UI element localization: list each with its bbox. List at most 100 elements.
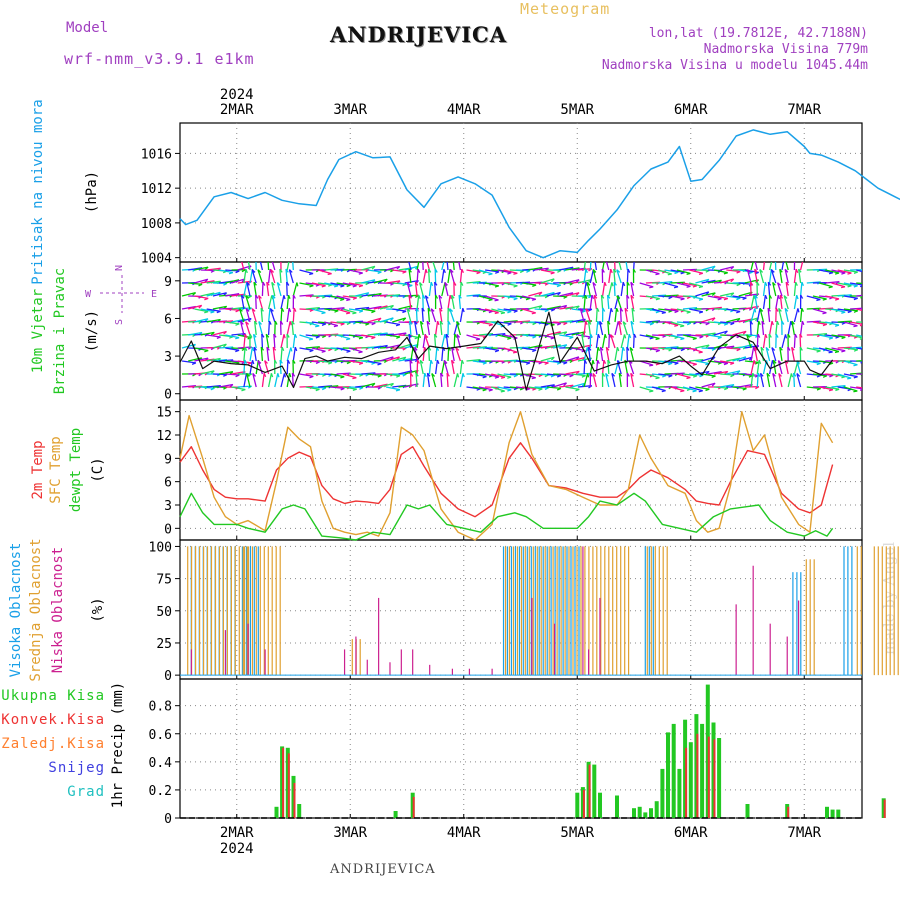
wind-arrow-head xyxy=(482,375,487,379)
cloud-ylabel-high: Visoka Oblacnost xyxy=(8,543,24,678)
wind-arrow xyxy=(279,268,282,284)
wind-arrow xyxy=(546,360,561,364)
wind-arrow-head xyxy=(334,310,339,313)
wind-arrow xyxy=(330,321,345,325)
wind-arrow-head xyxy=(655,297,660,301)
wind-arrow-head xyxy=(235,323,240,326)
wind-arrow-head xyxy=(816,298,821,302)
wind-arrow xyxy=(491,386,505,392)
wind-arrow xyxy=(565,386,580,391)
wind-arrow xyxy=(305,307,320,310)
wind-arrow xyxy=(432,262,437,271)
wind-arrow-head xyxy=(828,388,834,392)
wind-arrow xyxy=(270,269,276,284)
wind-arrow xyxy=(750,347,755,362)
wind-arrow xyxy=(497,386,512,391)
wind-arrow-head xyxy=(667,273,672,276)
wind-arrow xyxy=(355,292,369,297)
wind-arrow xyxy=(630,321,635,336)
wind-arrow xyxy=(522,373,536,379)
wind-arrow xyxy=(796,360,802,375)
wind-arrow-head xyxy=(746,269,751,273)
wind-arrow-head xyxy=(247,362,252,365)
wind-arrow-head xyxy=(767,281,772,286)
wind-arrow xyxy=(843,269,858,273)
wind-arrow-head xyxy=(455,347,460,351)
wind-arrow xyxy=(601,334,606,349)
wind-arrow xyxy=(732,386,747,390)
wind-arrow-head xyxy=(589,372,593,377)
wind-arrow-head xyxy=(674,362,679,366)
wind-arrow xyxy=(777,360,783,375)
wind-arrow-head xyxy=(867,295,870,297)
wind-arrow xyxy=(251,308,257,323)
wind-arrow xyxy=(415,372,418,388)
temperature-ytick-label: 15 xyxy=(156,406,172,421)
wind-arrow xyxy=(750,262,754,271)
wind-arrow xyxy=(843,386,858,392)
wind-arrow-head xyxy=(775,333,779,338)
wind-arrow-head xyxy=(586,373,590,378)
wind-arrow xyxy=(587,347,591,362)
wind-arrow-head xyxy=(604,334,607,339)
wind-arrow-head xyxy=(705,388,710,392)
wind-arrow xyxy=(552,304,567,310)
precip-bar xyxy=(707,736,710,818)
wind-arrow xyxy=(348,347,363,353)
wind-arrow xyxy=(559,384,574,388)
wind-arrow xyxy=(218,269,234,274)
wind-arrow-head xyxy=(249,333,253,338)
wind-arrow xyxy=(658,269,672,275)
precip-bar xyxy=(649,808,653,818)
wind-arrow-head xyxy=(551,384,555,388)
wind-arrow-head xyxy=(649,364,654,367)
wind-arrow-head xyxy=(550,308,556,312)
wind-arrow-head xyxy=(223,282,228,286)
wind-arrow xyxy=(750,308,756,323)
wind-arrow xyxy=(422,262,424,271)
wind-arrow xyxy=(231,293,246,297)
wind-arrow xyxy=(599,347,604,362)
wind-arrow-head xyxy=(494,271,500,274)
wind-arrow-head xyxy=(346,322,351,326)
wind-arrow-head xyxy=(592,372,597,377)
wind-arrow-head xyxy=(264,360,268,364)
wind-arrow-head xyxy=(461,359,465,365)
wind-arrow xyxy=(522,347,537,351)
wind-arrow xyxy=(689,269,703,274)
wind-arrow-head xyxy=(770,269,775,273)
wind-arrow-head xyxy=(772,359,777,364)
wind-arrow-head xyxy=(692,363,697,366)
wind-arrow-head xyxy=(424,334,429,338)
wind-arrow xyxy=(441,360,446,375)
wind-arrow-head xyxy=(245,295,250,299)
wind-arrow-head xyxy=(257,360,262,364)
wind-arrow xyxy=(784,308,789,323)
wind-arrow-head xyxy=(402,271,407,274)
wind-ytick-label: 3 xyxy=(164,350,172,365)
wind-arrow-head xyxy=(758,320,761,326)
precip-bar xyxy=(713,739,716,818)
wind-arrow-head xyxy=(616,269,621,273)
wind-arrow xyxy=(768,321,773,336)
wind-arrow-head xyxy=(525,362,531,365)
wind-arrow xyxy=(651,308,666,314)
wind-arrow xyxy=(565,332,580,336)
wind-arrow-head xyxy=(622,281,626,287)
wind-arrow xyxy=(267,308,271,323)
wind-arrow xyxy=(245,321,251,336)
wind-arrow-head xyxy=(328,361,333,365)
wind-arrow-head xyxy=(290,347,293,352)
wind-arrow xyxy=(422,373,426,388)
wind-arrow xyxy=(311,282,326,287)
wind-arrow-head xyxy=(794,333,798,338)
model-name: wrf-nmm_v3.9.1 e1km xyxy=(64,50,255,68)
wind-arrow xyxy=(645,295,660,300)
wind-arrow-head xyxy=(309,309,314,312)
wind-arrow-head xyxy=(610,307,614,313)
wind-arrow-head xyxy=(698,272,703,276)
wind-arrow-head xyxy=(443,268,446,274)
wind-arrow-head xyxy=(456,321,460,325)
wind-arrow xyxy=(695,344,710,349)
